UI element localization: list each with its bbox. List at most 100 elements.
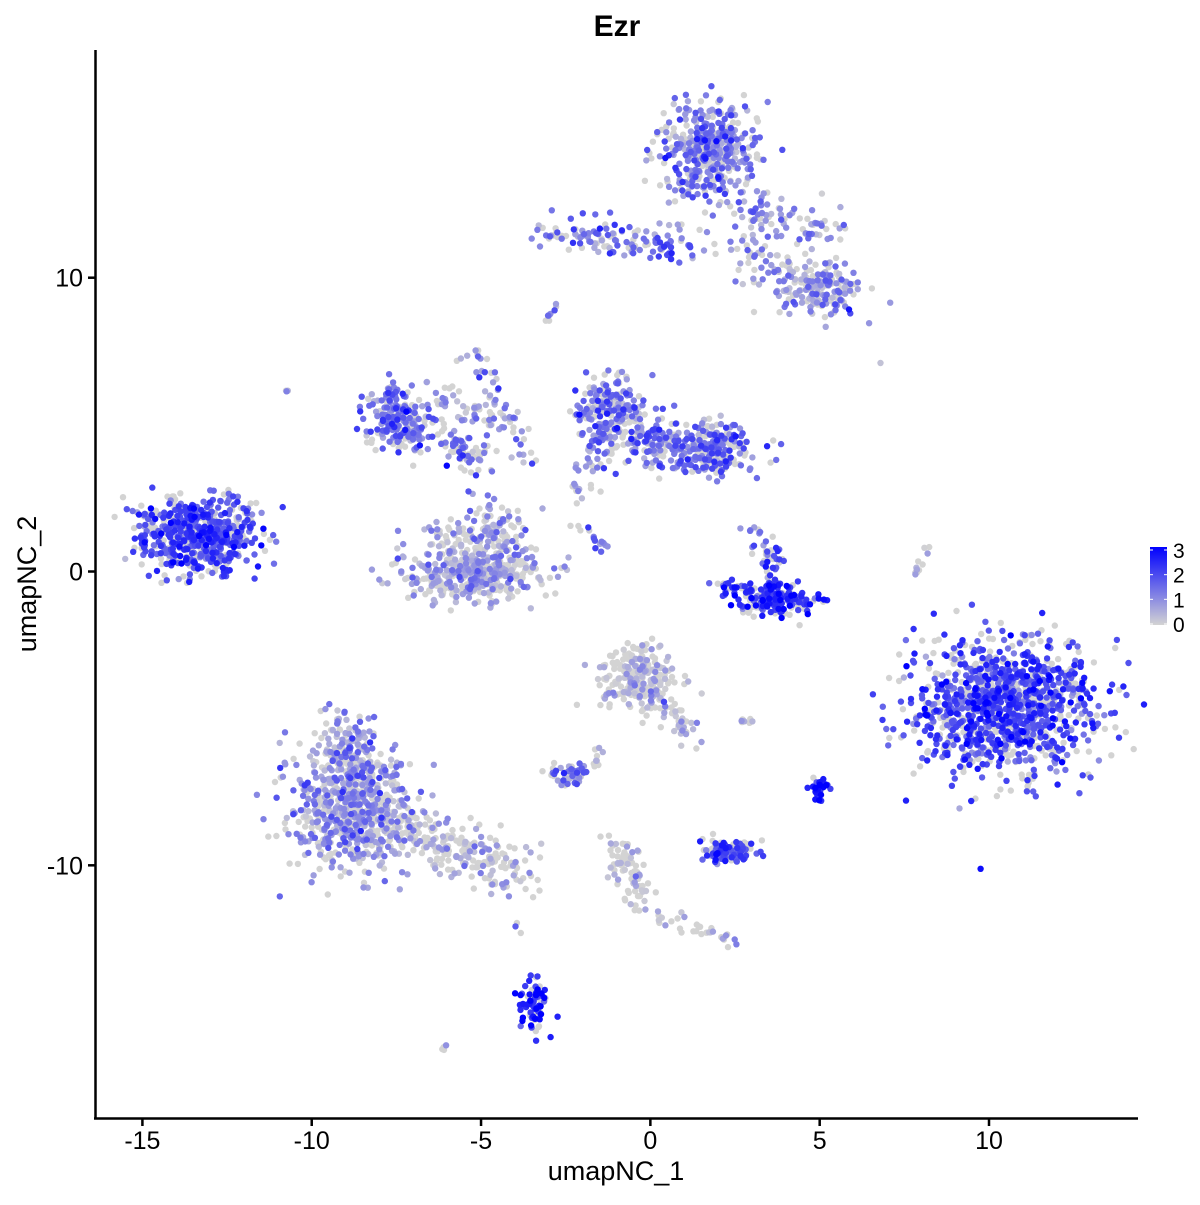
cell-point — [409, 574, 416, 581]
cell-point — [735, 266, 742, 274]
cell-point — [993, 792, 1001, 800]
cell-point — [367, 786, 374, 794]
cell-point — [322, 705, 329, 713]
cell-point — [663, 145, 670, 152]
cell-point — [648, 635, 656, 642]
cell-point — [536, 854, 544, 861]
cell-point — [703, 130, 710, 138]
cell-point — [581, 661, 589, 669]
cell-point — [468, 873, 475, 880]
cell-point — [783, 224, 790, 231]
cell-point — [832, 307, 839, 314]
cell-point — [393, 763, 400, 770]
cell-point — [503, 538, 511, 546]
cell-point — [651, 677, 659, 685]
cell-point — [441, 384, 448, 391]
cell-point — [519, 547, 526, 555]
cell-point — [575, 522, 582, 530]
cell-point — [144, 515, 152, 523]
cell-point — [601, 450, 608, 457]
cell-point — [333, 730, 341, 737]
cell-point — [393, 834, 401, 841]
cell-point — [161, 572, 168, 579]
cell-point — [490, 521, 497, 528]
cell-point — [234, 493, 242, 500]
cell-point — [496, 519, 503, 527]
cell-point — [401, 812, 408, 820]
cell-point — [384, 580, 391, 587]
cell-point — [162, 549, 169, 557]
cell-point — [597, 701, 604, 709]
cell-point — [421, 834, 428, 841]
cell-point — [273, 794, 280, 801]
cell-point — [329, 858, 337, 865]
cell-point — [634, 847, 641, 854]
cell-point — [316, 865, 323, 873]
cell-point — [706, 198, 713, 205]
cell-point — [665, 119, 673, 126]
cell-point — [465, 594, 473, 601]
cell-point — [685, 678, 692, 685]
cell-point — [678, 718, 685, 725]
cell-point — [434, 526, 441, 533]
cell-point — [673, 141, 681, 148]
cell-point — [544, 312, 552, 319]
cell-point — [261, 547, 269, 554]
cell-point — [656, 220, 663, 227]
cell-point — [369, 401, 376, 408]
cell-point — [340, 780, 347, 787]
cell-point — [593, 757, 600, 764]
cell-point — [327, 748, 334, 756]
cell-point — [611, 665, 618, 673]
cell-point — [511, 561, 519, 569]
cell-point — [636, 666, 644, 673]
cell-point — [334, 720, 341, 727]
cell-point — [415, 415, 422, 423]
cell-point — [654, 416, 662, 423]
cell-point — [670, 125, 677, 132]
cell-point — [323, 821, 331, 828]
cell-point — [469, 552, 476, 559]
cell-point — [368, 764, 376, 771]
cell-point — [782, 300, 790, 307]
cell-point — [603, 225, 610, 232]
cell-point — [282, 826, 289, 833]
cell-point — [589, 468, 596, 475]
cell-point — [517, 1022, 524, 1030]
cell-point — [520, 436, 528, 443]
cell-point — [411, 409, 418, 417]
cell-point — [542, 317, 549, 324]
cell-point — [387, 756, 395, 763]
cell-point — [445, 453, 452, 460]
cell-point — [924, 550, 931, 557]
cell-point — [527, 544, 535, 551]
cell-point — [974, 638, 981, 645]
cell-point — [450, 530, 457, 537]
cell-point — [755, 281, 763, 288]
cell-point — [630, 250, 637, 257]
cell-point — [754, 211, 761, 218]
cell-point — [379, 411, 386, 418]
cell-point — [809, 272, 817, 280]
cell-point — [733, 941, 740, 948]
cell-point — [930, 649, 937, 657]
cell-point — [150, 542, 158, 549]
cell-point — [573, 500, 580, 507]
cell-point — [768, 220, 775, 228]
cell-point — [338, 753, 345, 761]
cell-point — [503, 879, 510, 886]
cell-point — [682, 91, 690, 99]
cell-point — [640, 235, 647, 242]
cell-point — [979, 744, 986, 751]
cell-point — [806, 258, 813, 265]
cell-point — [773, 456, 780, 464]
cell-point — [623, 238, 630, 246]
cell-point — [895, 677, 903, 685]
cell-point — [643, 459, 650, 467]
cell-point — [438, 592, 445, 599]
cell-point — [1086, 710, 1094, 718]
cell-point — [326, 764, 333, 772]
cell-point — [345, 781, 353, 788]
cell-point — [1060, 739, 1067, 746]
cell-point — [1130, 745, 1137, 753]
